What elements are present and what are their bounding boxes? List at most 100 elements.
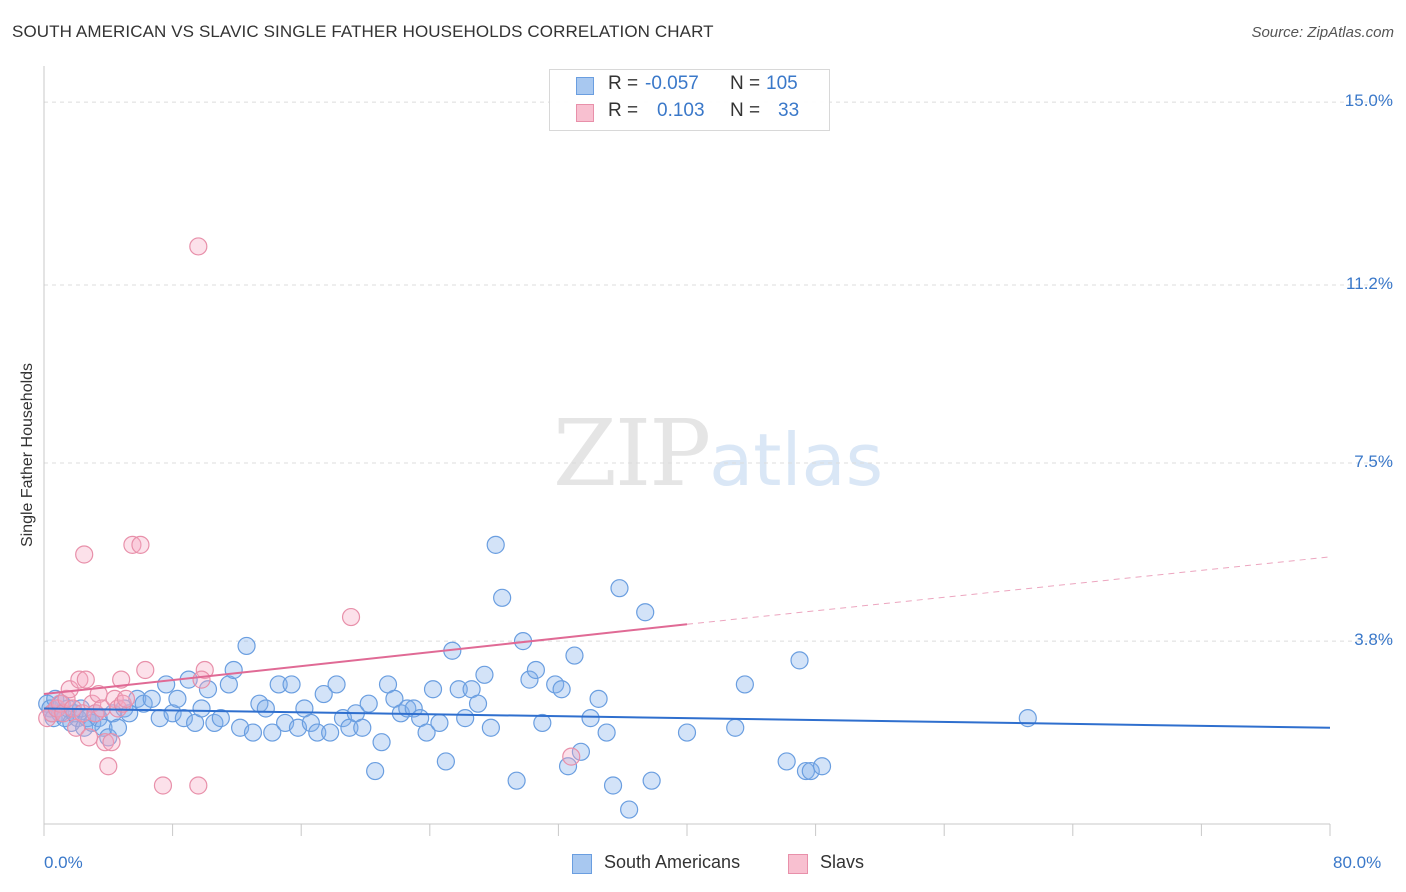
south-americans-point [790,651,809,670]
south-americans-point [581,709,600,728]
south-americans-point [282,675,301,694]
south-americans-point [597,723,616,742]
stats-row-slavs: R = 0.103 N = 33 [550,100,829,127]
south-americans-point [493,588,512,607]
y-tick-label: 3.8% [1354,630,1393,650]
south-americans-point [507,771,526,790]
south-americans-point [366,761,385,781]
south-americans-point [243,723,263,742]
south-americans-point [99,728,118,747]
south-americans-point [801,761,820,781]
south-americans-point [735,675,754,694]
legend-swatch-south-americans [572,854,592,874]
south-americans-point [552,680,571,699]
south-americans-point [353,718,372,737]
slavs-point [79,728,99,747]
slavs-point [136,660,155,680]
south-americans-point [726,718,745,737]
south-americans-point [219,675,238,694]
south-americans-point [642,771,661,790]
south-americans-point [269,675,288,694]
slavs-point [192,670,211,689]
south-americans-point [94,718,113,737]
slavs-point [70,670,89,689]
south-americans-point [314,684,333,704]
stat-r-label: R = [608,73,639,94]
south-americans-point [224,660,243,680]
legend-label-slavs: Slavs [820,852,865,872]
south-americans-point [486,535,505,554]
slavs-point [83,694,102,713]
south-americans-point [610,579,629,598]
y-tick-label: 7.5% [1354,452,1393,472]
slavs-trend-line [43,623,688,696]
south-americans-point [256,699,275,718]
slavs-point [189,237,208,256]
x-tick-label-max: 80.0% [1333,853,1382,872]
south-americans-point [603,776,623,795]
chart-legend: South Americans Slavs [0,852,1406,880]
south-americans-point [301,713,320,733]
slavs-point [131,535,150,554]
south-americans-point [571,742,591,761]
legend-swatch-slavs [788,854,808,874]
legend-label-south-americans: South Americans [604,852,741,872]
south-americans-point [565,646,584,665]
south-americans-point [620,800,639,819]
south-americans-point [436,752,455,771]
stat-n-label: N = [730,73,761,94]
slavs-point [153,776,173,795]
south-americans-point [157,675,176,694]
slavs-point [99,757,118,776]
south-americans-point [321,723,340,742]
south-americans-point [237,636,256,656]
south-americans-point [468,694,488,713]
south-americans-point [168,689,187,708]
south-americans-trend-line [43,707,1331,729]
chart-title: SOUTH AMERICAN VS SLAVIC SINGLE FATHER H… [12,22,714,41]
slavs-point [76,670,95,689]
south-americans-point [417,723,436,742]
south-americans-point [526,660,545,680]
stats-row-south-americans: R = -0.057 N = 105 [550,73,829,100]
source-credit: Source: ZipAtlas.com [1251,24,1394,41]
south-americans-point [163,704,182,723]
south-americans-point [677,723,697,742]
slavs-point [116,689,136,708]
south-americans-point [456,709,475,728]
south-americans-point [192,699,211,718]
slavs-point [102,733,121,752]
slavs-point [195,660,214,680]
south-americans-swatch [576,77,594,95]
south-americans-point [359,694,378,713]
south-americans-point [589,689,608,708]
slavs-trend-extension [686,556,1331,625]
slavs-point [189,776,208,795]
slavs-point [112,670,131,689]
slavs-point [113,694,132,713]
south-americans-point [777,752,796,771]
south-americans-point [423,680,443,699]
south-americans-point [372,733,391,752]
south-americans-point [211,709,230,728]
south-americans-point [475,665,494,684]
south-americans-point [430,713,449,733]
watermark-atlas: atlas [709,418,884,502]
south-americans-point [404,699,423,718]
watermark-zip: ZIP [553,400,711,507]
slavs-point [75,545,94,564]
south-americans-point [327,675,346,694]
x-tick-label-min: 0.0% [44,853,83,872]
slavs-point [95,733,115,752]
y-tick-label: 15.0% [1344,91,1393,111]
stat-r-value: 0.103 [657,100,705,121]
y-tick-label: 11.2% [1346,273,1393,293]
slavs-point [341,607,361,627]
south-americans-point [263,723,282,742]
south-americans-point [812,757,832,776]
south-americans-point [308,723,327,742]
slavs-point [60,680,79,699]
south-americans-point [398,699,417,718]
watermark-logo: ZIPatlas [553,400,883,507]
